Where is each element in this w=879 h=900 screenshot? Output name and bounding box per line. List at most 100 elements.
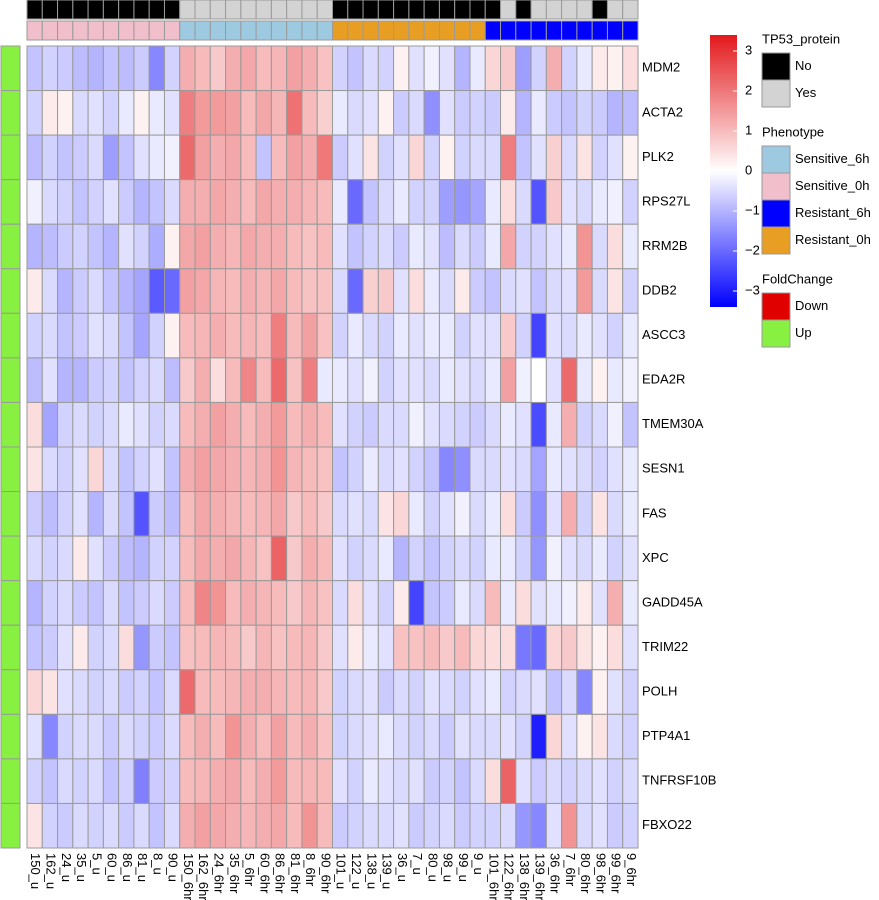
- legend-swatch: [761, 79, 791, 108]
- heatmap-cell: [255, 446, 272, 493]
- heatmap-cell: [87, 535, 104, 582]
- heatmap-cell: [118, 312, 135, 359]
- heatmap-cell: [622, 713, 639, 760]
- heatmap-cell: [57, 669, 74, 715]
- heatmap-cell: [622, 580, 639, 626]
- heatmap-cell: [469, 312, 486, 359]
- heatmap-cell: [26, 802, 43, 849]
- column-annotation-cell: [209, 0, 227, 20]
- row-annotation-cell: [0, 357, 21, 403]
- heatmap-cell: [255, 802, 272, 849]
- heatmap-cell: [255, 713, 272, 760]
- heatmap-cell: [102, 357, 120, 403]
- heatmap-cell: [591, 223, 608, 270]
- heatmap-cell: [179, 446, 196, 493]
- heatmap-cell: [438, 491, 456, 537]
- heatmap-cell: [454, 179, 471, 225]
- heatmap-cell: [163, 758, 181, 804]
- heatmap-cell: [515, 580, 532, 626]
- heatmap-cell: [454, 535, 471, 582]
- heatmap-cell: [148, 401, 165, 448]
- heatmap-cell: [500, 491, 517, 537]
- column-annotation-cell: [530, 0, 547, 20]
- heatmap-cell: [301, 758, 318, 804]
- heatmap-cell: [179, 624, 196, 671]
- column-label: 150_u: [28, 853, 43, 889]
- heatmap-cell: [393, 90, 410, 136]
- heatmap-cell: [484, 802, 502, 849]
- column-label: 101_u: [334, 853, 349, 889]
- heatmap-cell: [301, 357, 318, 403]
- column-annotation-cell: [393, 0, 410, 20]
- heatmap-cell: [118, 401, 135, 448]
- heatmap-cell: [26, 45, 43, 92]
- heatmap-cell: [530, 491, 547, 537]
- heatmap-cell: [148, 758, 165, 804]
- heatmap-cell: [423, 491, 440, 537]
- heatmap-cell: [530, 580, 547, 626]
- heatmap-cell: [423, 90, 440, 136]
- heatmap-cell: [87, 45, 104, 92]
- heatmap-cell: [530, 179, 547, 225]
- heatmap-cell: [469, 580, 486, 626]
- heatmap-cell: [255, 45, 272, 92]
- heatmap-cell: [545, 535, 563, 582]
- heatmap-cell: [515, 669, 532, 715]
- heatmap-cell: [515, 624, 532, 671]
- heatmap-cell: [148, 134, 165, 181]
- heatmap-cell: [209, 134, 227, 181]
- heatmap-cell: [515, 179, 532, 225]
- heatmap-cell: [148, 90, 165, 136]
- column-annotation-cell: [194, 20, 211, 41]
- heatmap-cell: [484, 223, 502, 270]
- heatmap-cell: [26, 446, 43, 493]
- heatmap-cell: [26, 758, 43, 804]
- heatmap-cell: [347, 535, 364, 582]
- heatmap-cell: [87, 580, 104, 626]
- heatmap-cell: [163, 535, 181, 582]
- column-annotation-cell: [286, 20, 303, 41]
- heatmap-cell: [118, 90, 135, 136]
- heatmap-cell: [362, 446, 379, 493]
- heatmap-cell: [72, 802, 89, 849]
- column-annotation-cell: [377, 0, 395, 20]
- heatmap-cell: [515, 357, 532, 403]
- heatmap-cell: [194, 758, 211, 804]
- heatmap-cell: [576, 134, 593, 181]
- heatmap-cell: [362, 535, 379, 582]
- heatmap-cell: [225, 491, 242, 537]
- column-label: 5_6hr: [242, 853, 257, 887]
- heatmap-cell: [316, 669, 334, 715]
- heatmap-cell: [591, 802, 608, 849]
- column-annotation-cell: [576, 20, 593, 41]
- heatmap-cell: [622, 90, 639, 136]
- heatmap-cell: [133, 45, 150, 92]
- heatmap-cell: [530, 624, 547, 671]
- heatmap-cell: [545, 713, 563, 760]
- heatmap-cell: [255, 312, 272, 359]
- column-annotation-cell: [438, 0, 456, 20]
- heatmap-cell: [316, 179, 334, 225]
- heatmap-cell: [72, 713, 89, 760]
- heatmap-cell: [133, 90, 150, 136]
- column-annotation-cell: [347, 0, 364, 20]
- heatmap-cell: [72, 580, 89, 626]
- heatmap-cell: [102, 134, 120, 181]
- heatmap-cell: [423, 580, 440, 626]
- heatmap-cell: [500, 758, 517, 804]
- heatmap-cell: [606, 90, 624, 136]
- heatmap-cell: [26, 535, 43, 582]
- heatmap-cell: [148, 312, 165, 359]
- heatmap-cell: [545, 401, 563, 448]
- heatmap-cell: [72, 179, 89, 225]
- heatmap-cell: [209, 223, 227, 270]
- heatmap-cell: [133, 491, 150, 537]
- column-annotation-cell: [545, 20, 563, 41]
- column-annotation-cell: [163, 20, 181, 41]
- heatmap-cell: [301, 312, 318, 359]
- heatmap-cell: [545, 134, 563, 181]
- heatmap-cell: [286, 90, 303, 136]
- heatmap-cell: [438, 357, 456, 403]
- heatmap-cell: [469, 491, 486, 537]
